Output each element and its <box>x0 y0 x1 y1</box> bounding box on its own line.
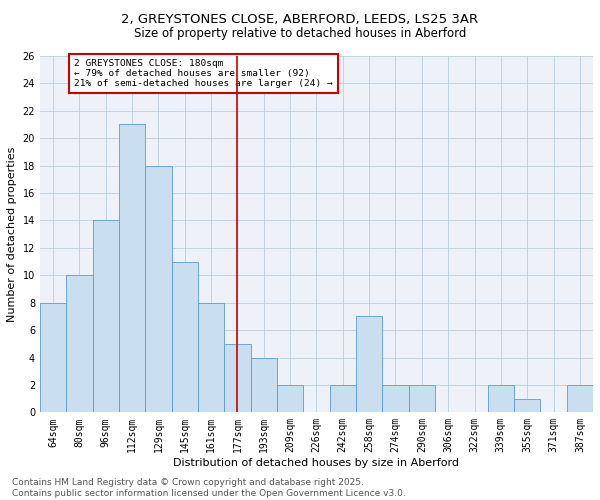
Bar <box>382 385 409 412</box>
Bar <box>409 385 435 412</box>
Bar <box>66 276 92 412</box>
Bar <box>567 385 593 412</box>
Bar <box>251 358 277 412</box>
Bar <box>172 262 198 412</box>
Text: Size of property relative to detached houses in Aberford: Size of property relative to detached ho… <box>134 28 466 40</box>
X-axis label: Distribution of detached houses by size in Aberford: Distribution of detached houses by size … <box>173 458 460 468</box>
Bar <box>514 398 541 412</box>
Text: 2, GREYSTONES CLOSE, ABERFORD, LEEDS, LS25 3AR: 2, GREYSTONES CLOSE, ABERFORD, LEEDS, LS… <box>121 12 479 26</box>
Bar <box>145 166 172 412</box>
Bar <box>40 302 66 412</box>
Text: Contains HM Land Registry data © Crown copyright and database right 2025.
Contai: Contains HM Land Registry data © Crown c… <box>12 478 406 498</box>
Bar <box>329 385 356 412</box>
Y-axis label: Number of detached properties: Number of detached properties <box>7 146 17 322</box>
Text: 2 GREYSTONES CLOSE: 180sqm
← 79% of detached houses are smaller (92)
21% of semi: 2 GREYSTONES CLOSE: 180sqm ← 79% of deta… <box>74 58 333 88</box>
Bar <box>119 124 145 412</box>
Bar <box>198 302 224 412</box>
Bar <box>92 220 119 412</box>
Bar <box>488 385 514 412</box>
Bar <box>224 344 251 412</box>
Bar <box>277 385 303 412</box>
Bar <box>356 316 382 412</box>
